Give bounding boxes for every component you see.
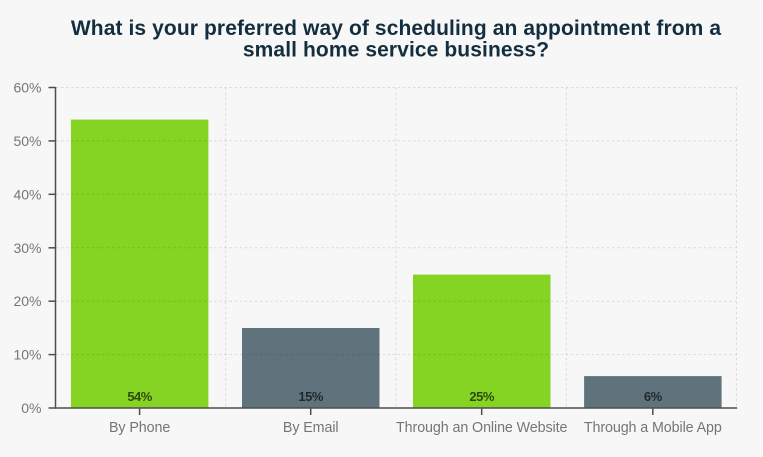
svg-text:0%: 0% xyxy=(21,400,41,416)
svg-text:25%: 25% xyxy=(469,389,494,404)
svg-text:Through a Mobile App: Through a Mobile App xyxy=(584,420,722,436)
svg-text:54%: 54% xyxy=(127,389,152,404)
svg-text:Through an Online Website: Through an Online Website xyxy=(396,420,567,436)
svg-text:40%: 40% xyxy=(13,186,41,202)
svg-text:What is your preferred way of: What is your preferred way of scheduling… xyxy=(71,17,722,40)
svg-text:60%: 60% xyxy=(13,80,41,96)
svg-text:By Phone: By Phone xyxy=(109,420,170,436)
svg-text:30%: 30% xyxy=(13,240,41,256)
svg-text:6%: 6% xyxy=(644,389,663,404)
svg-text:20%: 20% xyxy=(13,293,41,309)
svg-text:small home service business?: small home service business? xyxy=(243,39,549,62)
svg-text:15%: 15% xyxy=(298,389,323,404)
svg-text:By Email: By Email xyxy=(283,420,339,436)
svg-text:10%: 10% xyxy=(13,347,41,363)
svg-text:50%: 50% xyxy=(13,133,41,149)
